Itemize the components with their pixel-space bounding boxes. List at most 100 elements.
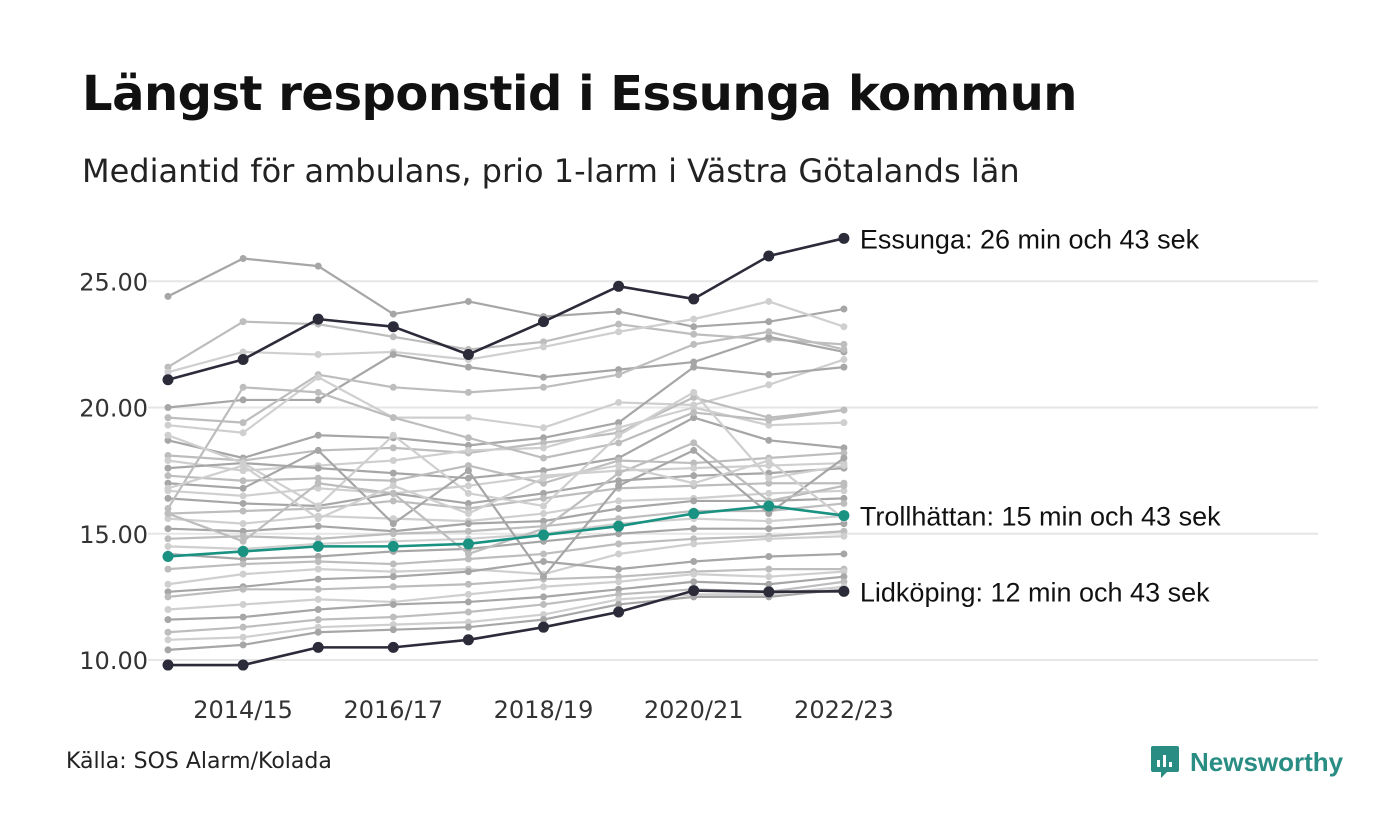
data-point (615, 600, 623, 608)
data-point (540, 444, 547, 452)
data-point (239, 462, 247, 470)
data-point (840, 406, 848, 414)
series-line (167, 522, 844, 561)
data-point (314, 484, 322, 492)
data-point (540, 383, 547, 391)
data-point (389, 414, 397, 422)
series-line (167, 514, 844, 551)
data-point (389, 431, 397, 439)
data-point (540, 454, 547, 462)
data-point (765, 462, 773, 470)
data-point (314, 552, 322, 560)
data-point (464, 527, 472, 535)
data-point (615, 308, 623, 316)
data-point (239, 429, 247, 437)
data-point (164, 404, 172, 411)
data-point (164, 565, 172, 573)
data-point (615, 371, 623, 379)
data-point (239, 570, 247, 578)
data-point (464, 623, 472, 631)
data-point (840, 363, 848, 371)
data-point (615, 550, 623, 558)
data-point (615, 497, 623, 505)
data-point (314, 431, 322, 439)
data-point (464, 474, 472, 482)
data-point (162, 374, 174, 386)
data-point (164, 510, 172, 518)
data-point (840, 305, 848, 313)
background-series-line (164, 393, 848, 465)
data-point (464, 462, 472, 470)
x-tick-label: 2016/17 (343, 696, 443, 724)
series-essunga: Essunga: 26 min och 43 sek (162, 224, 1200, 386)
data-point (690, 439, 698, 447)
data-point (239, 633, 247, 641)
data-point (164, 580, 172, 588)
background-series (164, 255, 848, 654)
data-point (615, 515, 623, 523)
data-point (237, 659, 249, 671)
data-point (464, 388, 472, 396)
background-series-line (164, 457, 848, 523)
data-point (164, 525, 172, 533)
data-point (389, 482, 397, 490)
data-point (615, 540, 623, 548)
data-point (840, 323, 848, 331)
data-point (314, 575, 322, 583)
data-point (688, 508, 700, 520)
data-point (162, 550, 174, 562)
data-point (540, 502, 547, 510)
series-end-label: Essunga: 26 min och 43 sek (860, 224, 1200, 254)
x-axis-ticks: 2014/15 2016/17 2018/19 2020/21 2022/23 (193, 696, 894, 724)
data-point (389, 310, 397, 318)
data-point (540, 558, 547, 566)
data-point (840, 532, 848, 540)
data-point (462, 538, 474, 550)
data-point (164, 368, 172, 376)
data-point (765, 436, 773, 444)
data-point (464, 520, 472, 528)
data-point (464, 510, 472, 518)
data-point (538, 621, 549, 633)
data-point (239, 613, 247, 621)
data-point (615, 424, 623, 432)
data-point (314, 373, 322, 381)
data-point (688, 585, 700, 597)
data-point (765, 457, 773, 465)
data-point (765, 381, 773, 389)
data-point (164, 472, 172, 480)
series-line (167, 330, 845, 424)
series-line (167, 451, 844, 485)
background-series-line (164, 328, 848, 427)
data-point (765, 333, 773, 341)
data-point (763, 500, 775, 512)
data-point (690, 446, 698, 454)
data-point (840, 520, 848, 528)
data-point (840, 345, 848, 353)
data-point (615, 398, 623, 406)
chart-subtitle: Mediantid för ambulans, prio 1-larm i Vä… (82, 152, 1020, 190)
data-point (464, 467, 472, 475)
data-point (164, 515, 172, 523)
data-point (389, 600, 397, 608)
series-line (167, 585, 845, 641)
data-point (239, 492, 247, 500)
data-point (688, 293, 700, 305)
data-point (239, 532, 247, 540)
data-point (464, 608, 472, 616)
series-line (167, 489, 844, 525)
newsworthy-logo-icon (1151, 746, 1179, 778)
data-point (314, 515, 322, 523)
y-axis-ticks: 10.00 15.00 20.00 25.00 (79, 268, 148, 675)
data-point (763, 586, 775, 598)
data-point (840, 494, 848, 502)
data-point (464, 414, 472, 422)
data-point (690, 578, 698, 586)
data-point (840, 449, 848, 457)
data-point (840, 550, 848, 558)
series-line (167, 366, 845, 460)
data-point (164, 363, 172, 371)
data-point (540, 373, 547, 381)
data-point (540, 611, 547, 619)
data-point (613, 520, 625, 532)
